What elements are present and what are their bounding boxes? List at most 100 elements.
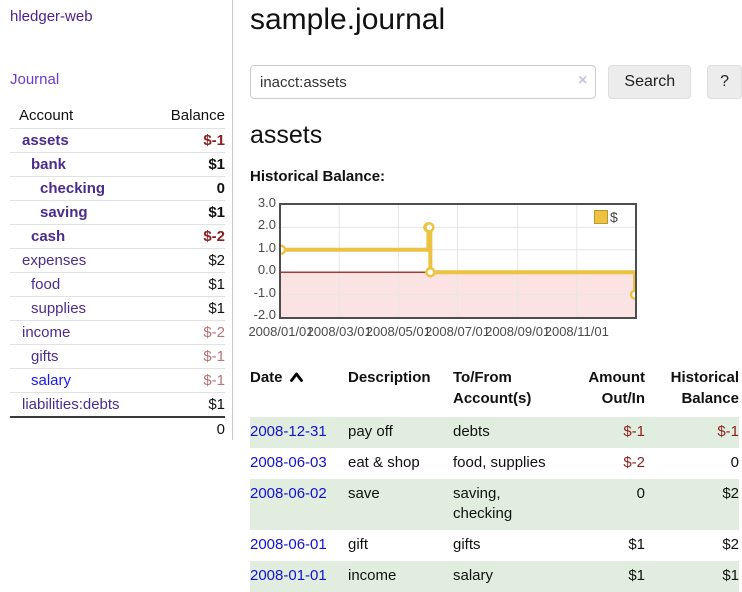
account-balance: $-2 xyxy=(153,320,225,345)
account-balance: $1 xyxy=(153,272,225,297)
x-axis-tick-label: 2008/03/01 xyxy=(306,324,372,339)
account-balance: $-2 xyxy=(153,224,225,249)
account-balance: $-1 xyxy=(153,368,225,393)
col-header-description: Description xyxy=(348,369,431,386)
sidebar-item-expenses[interactable]: expenses xyxy=(22,252,87,269)
transaction-balance: $-1 xyxy=(717,423,739,440)
chart-heading: Historical Balance: xyxy=(250,168,386,185)
x-axis-tick-label: 2008/11/01 xyxy=(544,324,609,339)
y-axis-tick-label: -2.0 xyxy=(253,307,276,322)
page-title: sample.journal xyxy=(250,3,446,36)
transaction-accounts: debts xyxy=(453,423,490,440)
y-axis-tick-label: 3.0 xyxy=(257,195,276,210)
account-row: checking 0 xyxy=(10,176,225,201)
account-row: gifts $-1 xyxy=(10,344,225,369)
accounts-header-balance: Balance xyxy=(170,107,225,124)
transaction-amount: $-2 xyxy=(623,454,645,471)
transaction-accounts: saving, checking xyxy=(453,485,513,522)
transaction-balance: $2 xyxy=(722,536,739,553)
sidebar-item-gifts[interactable]: gifts xyxy=(31,348,59,365)
transaction-date-link[interactable]: 2008-06-01 xyxy=(250,536,327,553)
transaction-date-link[interactable]: 2008-06-03 xyxy=(250,454,327,471)
col-header-date[interactable]: Date xyxy=(250,365,348,417)
accounts-header-row: Account Balance xyxy=(10,104,225,129)
transaction-description: eat & shop xyxy=(348,454,420,471)
main-content: sample.journal × Search ? assets Histori… xyxy=(248,0,742,592)
y-axis-tick-label: 1.0 xyxy=(257,239,276,255)
register-row: 2008-12-31 pay off debts $-1 $-1 xyxy=(250,417,739,448)
account-balance: $1 xyxy=(153,200,225,225)
col-header-historical: Historical Balance xyxy=(670,369,739,407)
sidebar-item-food[interactable]: food xyxy=(31,276,61,293)
account-row: salary $-1 xyxy=(10,368,225,393)
account-heading: assets xyxy=(250,121,323,149)
search-input[interactable] xyxy=(250,65,597,99)
search-button[interactable]: Search xyxy=(608,65,692,99)
transaction-description: save xyxy=(348,485,380,502)
y-axis-tick-label: 2.0 xyxy=(257,217,276,233)
chart-plot[interactable] xyxy=(279,203,637,319)
accounts-body: assets $-1 bank $1 checking 0 saving $1 cash $-2 e… xyxy=(10,128,225,417)
sidebar-item-assets[interactable]: assets xyxy=(22,132,69,149)
account-row: saving $1 xyxy=(10,200,225,225)
legend-label: $ xyxy=(610,209,618,225)
balance-chart: $ 3.0 2.0 1.0 0.0 -1.0 -2.0 2008/01/01 2008/03/… xyxy=(248,195,640,345)
legend-swatch-icon xyxy=(594,210,608,224)
search-box: × xyxy=(250,65,597,99)
clear-search-icon[interactable]: × xyxy=(578,72,588,89)
account-row: cash $-2 xyxy=(10,224,225,249)
account-row: supplies $1 xyxy=(10,296,225,321)
account-balance: $1 xyxy=(153,392,225,417)
sidebar-item-liabilities-debts[interactable]: liabilities:debts xyxy=(22,396,120,413)
sidebar-item-cash[interactable]: cash xyxy=(31,228,66,245)
account-balance: $-1 xyxy=(153,128,225,153)
sort-ascending-icon xyxy=(289,372,303,382)
sidebar-item-income[interactable]: income xyxy=(22,324,71,341)
register-row: 2008-06-03 eat & shop food, supplies $-2 0 xyxy=(250,448,739,479)
sidebar-item-supplies[interactable]: supplies xyxy=(31,300,87,317)
chart-plot-svg xyxy=(281,205,635,317)
x-axis-tick-label: 2008/05/01 xyxy=(365,324,431,339)
sidebar-item-saving[interactable]: saving xyxy=(40,204,88,221)
sidebar: hledger-web Journal Account Balance asse… xyxy=(0,0,233,441)
transaction-date-link[interactable]: 2008-06-02 xyxy=(250,485,327,502)
help-button[interactable]: ? xyxy=(707,65,742,99)
chart-legend: $ xyxy=(592,208,620,226)
nav-journal-link[interactable]: Journal xyxy=(10,71,60,88)
sidebar-item-bank[interactable]: bank xyxy=(31,156,67,173)
account-balance: $2 xyxy=(153,248,225,273)
register-row: 2008-01-01 income salary $1 $1 xyxy=(250,561,739,592)
col-header-to-from: To/From Account(s) xyxy=(453,369,532,407)
account-row: liabilities:debts $1 xyxy=(10,392,225,417)
transaction-description: pay off xyxy=(348,423,393,440)
sidebar-item-salary[interactable]: salary xyxy=(31,372,72,389)
register-body: 2008-12-31 pay off debts $-1 $-1 2008-06-03 ea… xyxy=(250,417,739,592)
account-row: assets $-1 xyxy=(10,128,225,153)
x-axis-tick-label: 2008/07/01 xyxy=(424,324,491,339)
account-row: bank $1 xyxy=(10,152,225,177)
register-table: Date Description To/From Account(s) Amount Ou… xyxy=(250,365,739,592)
accounts-total-row: 0 xyxy=(10,416,225,441)
x-axis-tick-label: 2008/09/01 xyxy=(485,324,551,339)
accounts-header-account: Account xyxy=(19,107,74,124)
y-axis-tick-label: 0.0 xyxy=(257,262,276,278)
y-axis-tick-label: -1.0 xyxy=(253,284,276,300)
register-row: 2008-06-01 gift gifts $1 $2 xyxy=(250,530,739,561)
transaction-date-link[interactable]: 2008-01-01 xyxy=(250,567,327,584)
transaction-accounts: food, supplies xyxy=(453,454,546,471)
search-row: × Search ? xyxy=(250,65,742,99)
brand-link[interactable]: hledger-web xyxy=(10,8,93,25)
transaction-date-link[interactable]: 2008-12-31 xyxy=(250,423,327,440)
col-header-amount: Amount Out/In xyxy=(588,369,645,407)
x-axis-tick-label: 2008/01/01 xyxy=(248,324,314,339)
transaction-amount: $-1 xyxy=(623,423,645,440)
account-balance: $-1 xyxy=(153,344,225,369)
transaction-description: gift xyxy=(348,536,369,553)
transaction-balance: $1 xyxy=(722,567,739,584)
accounts-total-value: 0 xyxy=(10,416,225,441)
transaction-description: income xyxy=(348,567,397,584)
transaction-accounts: gifts xyxy=(453,536,481,553)
register-header-row: Date Description To/From Account(s) Amount Ou… xyxy=(250,365,739,417)
sidebar-item-checking[interactable]: checking xyxy=(40,180,106,197)
accounts-table: Account Balance assets $-1 bank $1 checking 0… xyxy=(10,104,225,441)
